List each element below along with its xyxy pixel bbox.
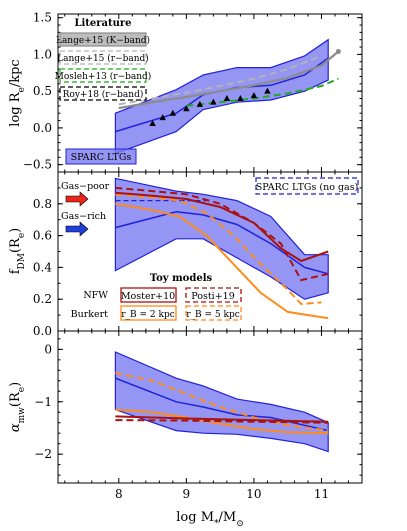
series-posti	[115, 419, 329, 424]
sparc-band	[114, 351, 329, 453]
series-burkert-2kpc	[115, 408, 329, 435]
series-burkert-5kpc	[115, 371, 329, 432]
legend-swatch-rb5	[185, 305, 242, 321]
roy-point	[250, 92, 258, 99]
y-tick-label: 1.5	[33, 11, 52, 25]
series-moster	[115, 191, 329, 263]
y-tick-label: 0.4	[33, 260, 52, 274]
panel-frame	[57, 330, 363, 484]
sparc-band	[114, 177, 329, 300]
legend-swatch-moster	[120, 287, 177, 303]
lange-k-endpoint	[335, 48, 341, 54]
legend-swatch-sparc-nogas	[255, 177, 359, 195]
legend-swatch-lange_k	[59, 32, 147, 47]
panel-middle: 0.0 0.2 0.4 0.6 0.8 Gas−poor Gas−rich SPARC LTG…	[33, 171, 363, 338]
y-tick-label: 0.0	[33, 121, 52, 135]
legend-row-burkert: Burkert	[71, 309, 109, 320]
gas-rich-arrow-icon	[65, 221, 89, 237]
legend-label-sparc: SPARC LTGs	[71, 152, 132, 163]
y-tick-label: −0.5	[23, 158, 52, 172]
legend-swatch-sparc	[65, 148, 137, 165]
legend-swatch-mosleh	[59, 68, 147, 83]
legend-swatch-rb2	[120, 305, 177, 321]
x-tick-label: 11	[314, 487, 329, 501]
roy-point	[210, 98, 217, 105]
legend-title: Toy models	[150, 273, 213, 284]
legend-title: Literature	[74, 18, 131, 29]
sparc-median-line	[115, 211, 329, 275]
legend-label-mosleh: Mosleh+13 (r−band)	[55, 71, 152, 82]
y-tick-label: 0.2	[33, 292, 52, 306]
y-tick-label: 0.6	[33, 229, 52, 243]
legend-label-roy: Roy+18 (r−band)	[63, 89, 144, 100]
xlabel: log M*/M⊙	[176, 510, 244, 529]
legend-label-rb5: r_B = 5 kpc	[186, 310, 240, 320]
series-lange-r	[118, 54, 322, 106]
legend-label-posti: Posti+19	[191, 291, 235, 302]
legend-label-rb2: r_B = 2 kpc	[121, 310, 175, 320]
y-tick-label: 0	[44, 342, 52, 356]
gas-poor-label: Gas−poor	[61, 181, 110, 192]
roy-point	[264, 87, 271, 94]
x-tick-label: 9	[183, 487, 191, 501]
legend-swatch-posti	[185, 287, 242, 303]
legend-swatch-lange_r	[59, 50, 147, 65]
legend-label-lange_r: Lange+15 (r−band)	[57, 53, 149, 64]
x-tick-label: 10	[246, 487, 261, 501]
toy-models-legend: Toy models NFW Burkert Moster+10 Posti+19 r_B…	[71, 273, 242, 321]
roy-point	[183, 105, 190, 112]
y-tick-label: 0.0	[33, 324, 52, 338]
series-moster	[115, 415, 329, 423]
roy-point	[237, 95, 244, 102]
legend-label-moster: Moster+10	[121, 291, 175, 302]
legend-swatch-roy	[59, 86, 147, 101]
roy-point	[149, 119, 156, 126]
roy-point	[159, 114, 166, 121]
legend-label-lange_k: Lange+15 (K−band)	[56, 35, 150, 46]
panel-bottom: −2 −1 0 8 9 10 11	[34, 330, 363, 501]
y-tick-label: 0.5	[33, 84, 52, 98]
ylabel-top: log Re/kpc	[8, 59, 27, 126]
legend-label-sparc-nogas: SPARC LTGs (no gas)	[256, 182, 359, 193]
y-tick-label: 0.8	[33, 197, 52, 211]
y-tick-label: −1	[34, 395, 52, 409]
gas-poor-arrow-icon	[65, 191, 89, 207]
sparc-median-line	[115, 377, 329, 432]
roy-point	[223, 95, 231, 102]
legend-row-nfw: NFW	[83, 290, 108, 301]
roy-point	[196, 100, 204, 107]
series-burkert-2kpc	[115, 202, 329, 320]
x-tick-label: 8	[115, 487, 123, 501]
panel-top: −0.5 0.0 0.5 1.0 1.5 Literature Lange+15 (K−ba…	[23, 11, 363, 173]
series-burkert-5kpc	[115, 193, 322, 306]
literature-legend: Literature Lange+15 (K−band) Lange+15 (r−b…	[55, 18, 152, 101]
y-tick-label: 1.0	[33, 47, 52, 61]
ylabel-bottom: αmw(Re)	[8, 382, 27, 432]
roy-point	[169, 109, 177, 116]
gas-rich-label: Gas−rich	[61, 211, 106, 222]
ylabel-middle: fDM(Re)	[8, 228, 27, 275]
sparc-band	[114, 38, 329, 155]
series-lange-k	[118, 50, 340, 110]
series-posti	[115, 186, 329, 282]
y-tick-label: −2	[34, 447, 52, 461]
